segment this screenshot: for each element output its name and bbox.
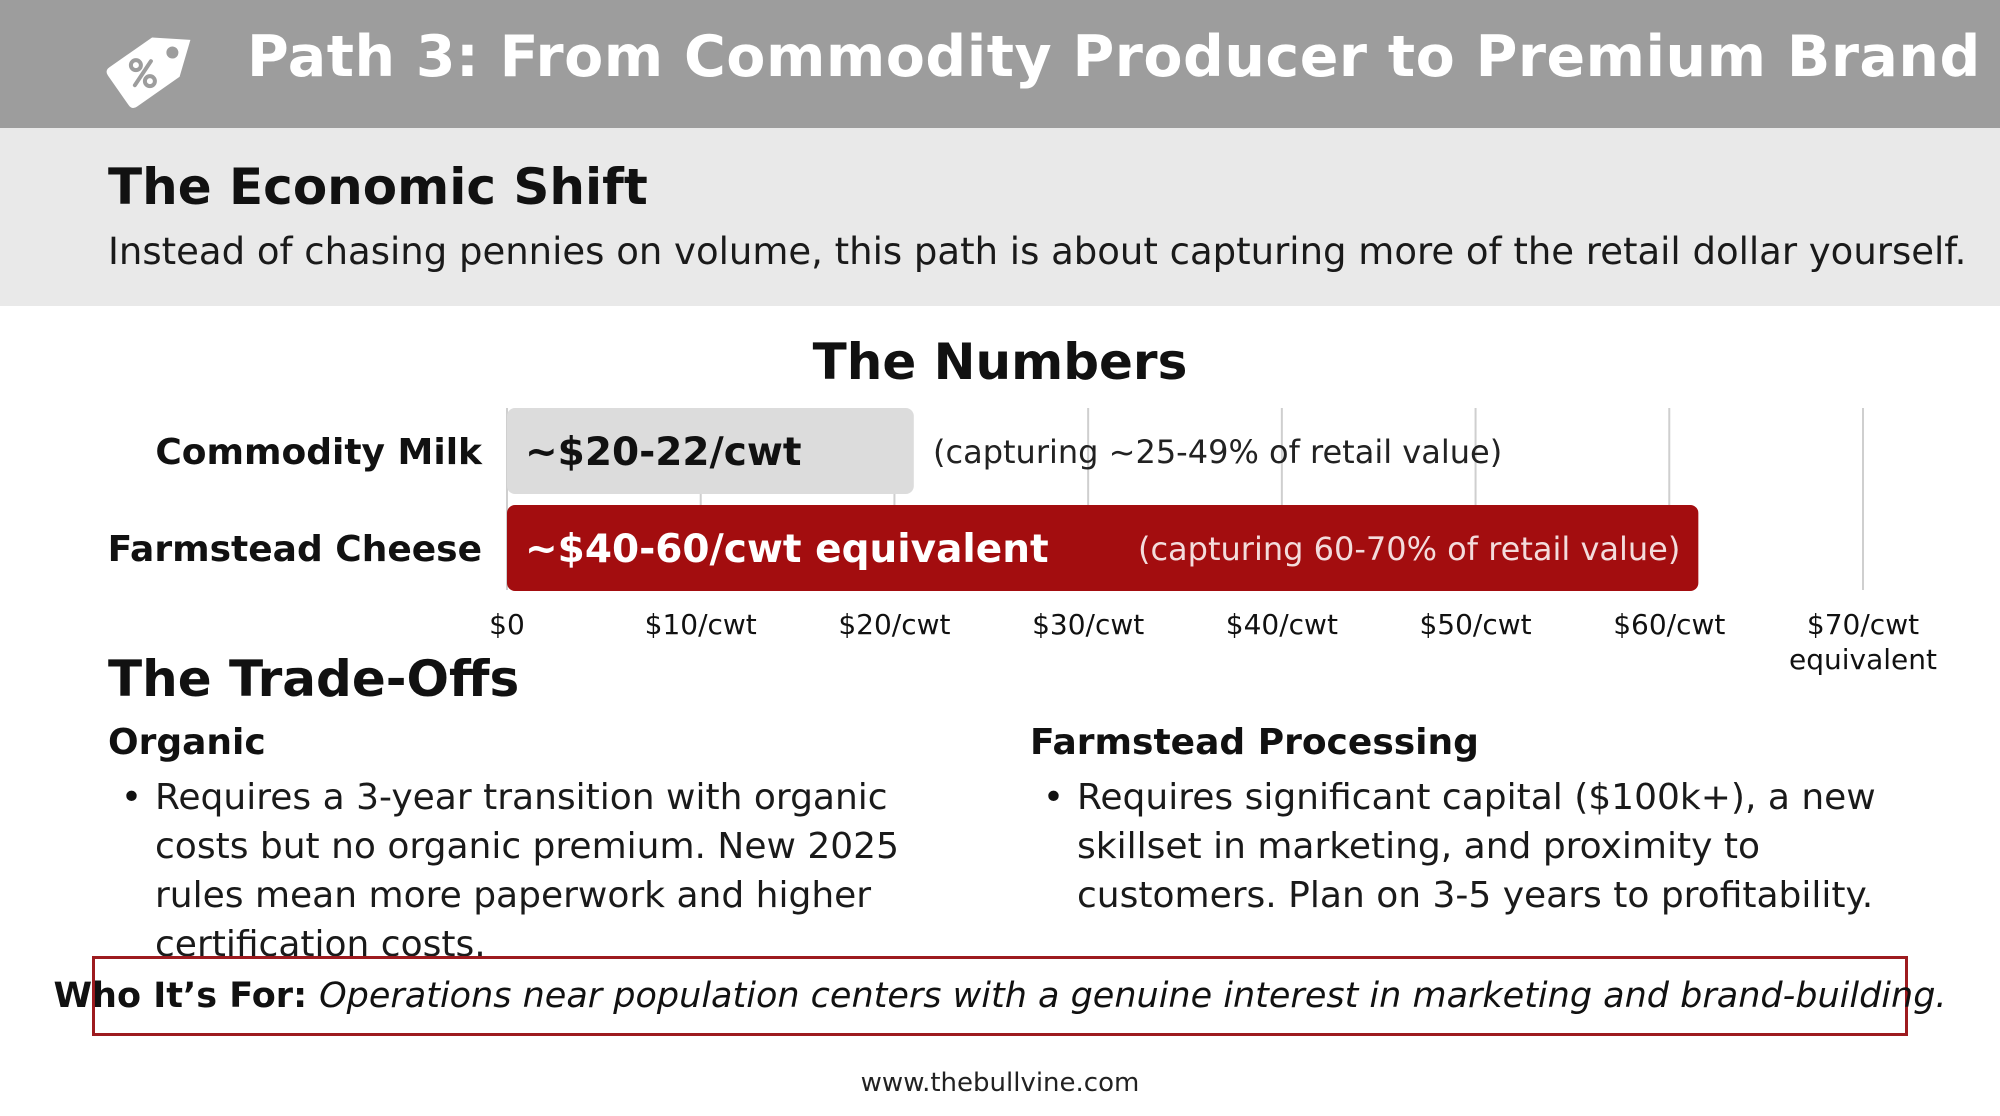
bullet-icon: • — [1042, 777, 1065, 818]
bar-annotation-0: (capturing ~25-49% of retail value) — [933, 433, 1502, 471]
page-title: Path 3: From Commodity Producer to Premi… — [247, 24, 1981, 90]
category-label-0: Commodity Milk — [155, 432, 483, 473]
tradeoffs-heading: The Trade-Offs — [108, 650, 520, 708]
tick-sublabel: equivalent — [1789, 643, 1937, 676]
farmstead-bullet-text: Requires significant capital ($100k+), a… — [1077, 777, 1876, 916]
numbers-bar-chart: Commodity Milk ~$20-22/cwt (capturing ~25-… — [108, 408, 1937, 676]
bar-value-label-1: ~$40-60/cwt equivalent — [525, 527, 1049, 572]
list-item: • Requires significant capital ($100k+),… — [1030, 773, 1910, 920]
price-tag-icon — [106, 37, 191, 109]
who-its-for-label: Who It’s For: — [53, 976, 308, 1016]
organic-heading: Organic — [108, 722, 266, 763]
who-its-for-text: Operations near population centers with … — [319, 976, 1947, 1016]
organic-column: Organic • Requires a 3-year transition w… — [108, 722, 988, 969]
bar-0 — [507, 408, 914, 494]
title-banner: Path 3: From Commodity Producer to Premi… — [0, 0, 2000, 128]
bar-1 — [507, 505, 1699, 591]
tick-label-0: $0 — [489, 608, 525, 641]
farmstead-column: Farmstead Processing • Requires signific… — [1030, 722, 1910, 920]
footer-url: www.thebullvine.com — [860, 1068, 1140, 1098]
economic-shift-heading: The Economic Shift — [108, 158, 648, 216]
tick-label-1: $10/cwt — [645, 608, 757, 641]
organic-bullet-text: Requires a 3-year transition with organi… — [155, 777, 899, 965]
economic-shift-text: Instead of chasing pennies on volume, th… — [108, 230, 1967, 273]
category-label-1: Farmstead Cheese — [108, 529, 482, 570]
bullet-icon: • — [120, 777, 143, 818]
tick-label-7: $70/cwt — [1807, 608, 1919, 641]
tick-label-4: $40/cwt — [1226, 608, 1338, 641]
economic-shift-section: The Economic Shift Instead of chasing pe… — [0, 128, 2000, 306]
chart-title: The Numbers — [812, 333, 1188, 391]
bar-value-label-0: ~$20-22/cwt — [525, 430, 802, 475]
who-its-for-box: Who It’s For: Operations near population… — [53, 956, 1947, 1036]
tick-label-5: $50/cwt — [1419, 608, 1531, 641]
tick-label-6: $60/cwt — [1613, 608, 1725, 641]
tick-label-3: $30/cwt — [1032, 608, 1144, 641]
tick-label-2: $20/cwt — [838, 608, 950, 641]
farmstead-heading: Farmstead Processing — [1030, 722, 1479, 763]
list-item: • Requires a 3-year transition with orga… — [108, 773, 988, 969]
bar-annotation-1: (capturing 60-70% of retail value) — [1138, 530, 1680, 568]
